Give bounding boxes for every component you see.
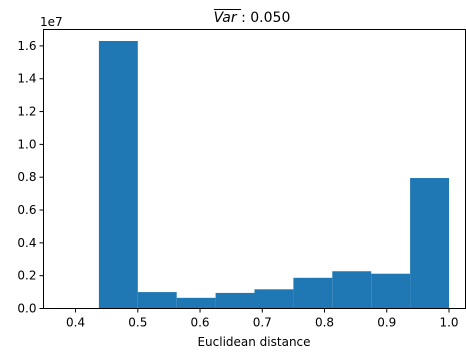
- y-tick-label: 1.4: [17, 72, 36, 86]
- y-tick-label: 0.4: [17, 236, 36, 250]
- y-tick-label: 0.8: [17, 170, 36, 184]
- histogram-bar: [177, 298, 216, 309]
- histogram-bar: [216, 293, 255, 309]
- y-axis-ticks: 0.0 0.2 0.4 0.6 0.8 1.0 1.2 1.4 1.6: [17, 39, 43, 316]
- title-var: Var: [214, 10, 238, 26]
- y-tick-label: 0.2: [17, 269, 36, 283]
- histogram-bar: [293, 278, 332, 309]
- bars-group: [60, 41, 449, 309]
- y-tick-label: 0.6: [17, 203, 36, 217]
- histogram-bar: [138, 292, 177, 308]
- x-tick-label: 0.5: [128, 316, 147, 330]
- histogram-bar: [255, 289, 294, 308]
- x-tick-label: 0.6: [190, 316, 209, 330]
- x-tick-label: 0.4: [66, 316, 85, 330]
- x-axis-ticks: 0.4 0.5 0.6 0.7 0.8 0.9 1.0: [66, 309, 459, 330]
- title-rest: : 0.050: [237, 10, 291, 26]
- histogram-bar: [99, 41, 138, 309]
- x-tick-label: 0.8: [315, 316, 334, 330]
- y-tick-label: 0.0: [17, 302, 36, 316]
- x-tick-label: 0.7: [253, 316, 272, 330]
- y-tick-label: 1.2: [17, 105, 36, 119]
- chart-title: Var : 0.050: [214, 10, 291, 26]
- y-tick-label: 1.0: [17, 137, 36, 151]
- y-tick-label: 1.6: [17, 39, 36, 53]
- histogram-bar: [332, 271, 371, 308]
- x-tick-label: 0.9: [377, 316, 396, 330]
- histogram-bar: [371, 274, 410, 309]
- x-tick-label: 1.0: [439, 316, 458, 330]
- y-multiplier-label: 1e7: [40, 15, 63, 29]
- x-axis-label: Euclidean distance: [197, 335, 310, 349]
- histogram-bar: [410, 178, 449, 308]
